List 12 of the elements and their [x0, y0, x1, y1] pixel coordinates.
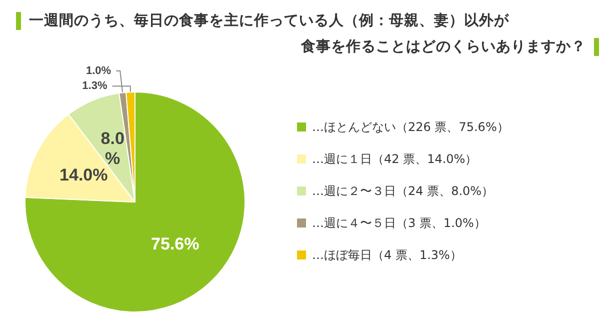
chart-title: 一週間のうち、毎日の食事を主に作っている人（例：母親、妻）以外が [29, 13, 509, 30]
legend-label: …週に１日（42 票、14.0%） [312, 152, 478, 166]
legend-label: …週に４〜５日（3 票、1.0%） [312, 216, 486, 230]
legend-label: …ほぼ毎日（4 票、1.3%） [312, 248, 462, 262]
data-label: 1.3% [82, 80, 108, 92]
chart-subtitle: 食事を作ることはどのくらいありますか？ [301, 39, 586, 56]
legend-label: …週に２〜３日（24 票、8.0%） [312, 184, 494, 198]
data-label: 1.0% [86, 64, 112, 77]
data-label: 8.0 % [100, 128, 124, 168]
legend-label: …ほとんどない（226 票、75.6%） [312, 120, 509, 134]
data-label: 75.6% [151, 234, 200, 254]
data-label: 14.0% [60, 166, 108, 185]
